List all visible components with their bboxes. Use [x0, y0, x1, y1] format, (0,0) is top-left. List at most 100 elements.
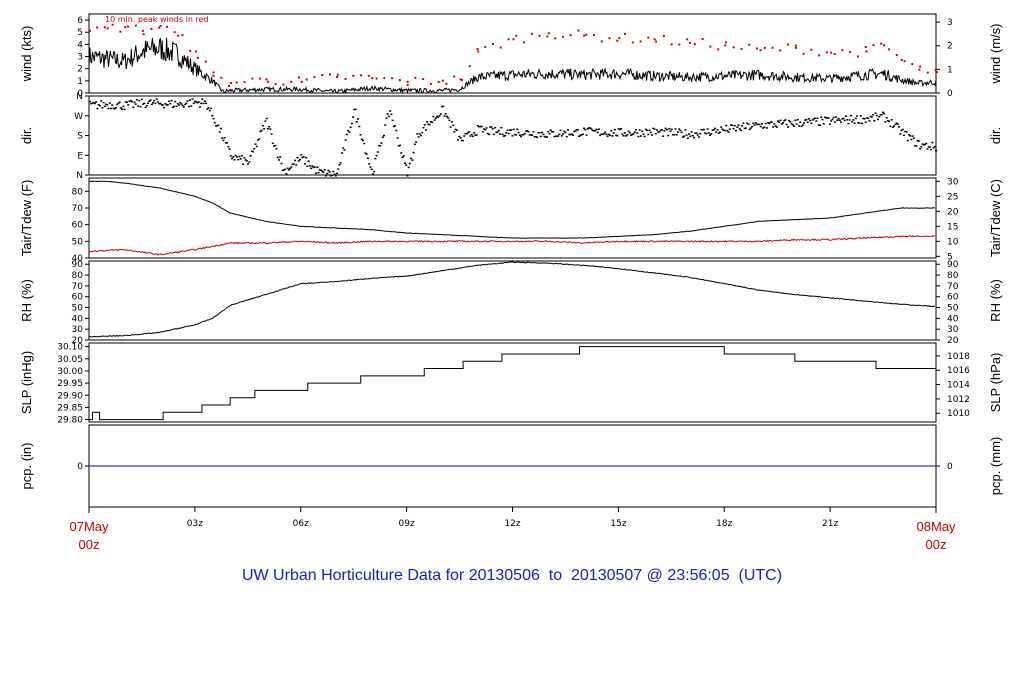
direction-point: [474, 134, 477, 136]
direction-point: [431, 121, 434, 123]
direction-point: [642, 133, 645, 135]
panel-slp-frame: [88, 342, 937, 423]
direction-point: [854, 117, 857, 120]
direction-point: [407, 166, 410, 169]
direction-point: [103, 105, 106, 107]
panel-dir-left-tick-label: N: [76, 171, 83, 181]
direction-point: [526, 130, 529, 132]
direction-point: [93, 102, 96, 105]
direction-point: [643, 135, 646, 138]
direction-point: [373, 170, 376, 173]
peak-wind-point: [577, 29, 580, 32]
direction-point: [460, 139, 463, 142]
direction-point: [720, 126, 723, 128]
panel-rh-left-tick-label: 20: [72, 336, 84, 346]
direction-point: [90, 102, 93, 105]
peak-wind-point: [810, 48, 813, 51]
direction-point: [600, 133, 603, 135]
direction-point: [458, 135, 461, 138]
direction-point: [219, 127, 222, 130]
direction-point: [315, 172, 318, 175]
direction-point: [696, 134, 699, 136]
direction-point: [163, 106, 166, 109]
peak-wind-point: [96, 26, 99, 29]
direction-point: [202, 102, 205, 105]
direction-point: [368, 163, 371, 165]
x-start-date: 07May: [69, 519, 109, 534]
direction-point: [757, 123, 760, 125]
direction-point: [117, 102, 120, 105]
direction-point: [443, 115, 446, 117]
direction-point: [158, 102, 161, 105]
series-temp-1: [88, 235, 936, 256]
direction-point: [877, 118, 880, 121]
panel-rh-right-tick-label: 50: [947, 304, 959, 314]
direction-point: [494, 126, 497, 129]
direction-point: [685, 134, 688, 136]
direction-point: [109, 107, 112, 110]
direction-point: [470, 133, 473, 136]
peak-wind-point: [618, 37, 621, 40]
direction-point: [883, 112, 886, 115]
direction-point: [741, 124, 744, 127]
direction-point: [264, 120, 267, 122]
peak-wind-point: [592, 34, 595, 37]
direction-point: [576, 129, 579, 131]
direction-point: [491, 127, 494, 130]
peak-wind-point: [141, 29, 144, 32]
direction-point: [651, 134, 654, 136]
panel-rh-left-tick-label: 70: [72, 282, 84, 292]
direction-point: [702, 128, 705, 131]
direction-point: [520, 135, 523, 138]
direction-point: [326, 172, 329, 175]
direction-point: [751, 125, 754, 128]
direction-point: [898, 126, 901, 128]
direction-point: [749, 127, 752, 129]
direction-point: [155, 98, 158, 100]
direction-point: [463, 135, 466, 137]
peak-wind-point: [181, 34, 184, 37]
direction-point: [726, 129, 729, 132]
direction-point: [601, 133, 604, 135]
direction-point: [778, 121, 781, 124]
direction-point: [895, 122, 898, 124]
direction-point: [98, 104, 101, 107]
direction-point: [542, 133, 545, 136]
peak-wind-point: [748, 43, 751, 46]
panel-rh-right-tick-label: 90: [947, 260, 959, 270]
direction-point: [134, 103, 137, 105]
direction-point: [119, 107, 122, 109]
direction-point: [444, 113, 447, 115]
x-tick-label: 15z: [610, 519, 626, 529]
direction-point: [723, 129, 726, 132]
direction-point: [192, 102, 195, 105]
direction-point: [547, 130, 550, 133]
direction-point: [515, 134, 518, 136]
direction-point: [527, 130, 530, 133]
direction-point: [798, 125, 801, 127]
direction-point: [405, 164, 408, 166]
direction-point: [550, 130, 553, 133]
panel-pcp-left-tick-label: 0: [77, 462, 83, 472]
panel-pcp-left-label: pcp. (in): [19, 443, 34, 490]
direction-point: [366, 157, 369, 160]
peak-wind-point: [352, 74, 355, 77]
direction-point: [602, 133, 605, 135]
panel-slp-right-label: SLP (hPa): [988, 353, 1003, 413]
direction-point: [611, 135, 614, 137]
direction-point: [931, 141, 934, 144]
direction-point: [365, 153, 368, 155]
peak-wind-point: [177, 34, 180, 37]
direction-point: [247, 163, 250, 165]
peak-wind-point: [724, 41, 727, 44]
direction-point: [775, 126, 778, 128]
panel-rh-left-tick-label: 90: [72, 260, 84, 270]
direction-point: [418, 133, 421, 135]
direction-point: [533, 135, 536, 138]
panel-wind-left-label: wind (kts): [19, 26, 34, 83]
direction-point: [831, 118, 834, 121]
direction-point: [760, 123, 763, 125]
direction-point: [610, 129, 613, 132]
peak-wind-point: [926, 71, 929, 74]
direction-point: [674, 128, 677, 130]
